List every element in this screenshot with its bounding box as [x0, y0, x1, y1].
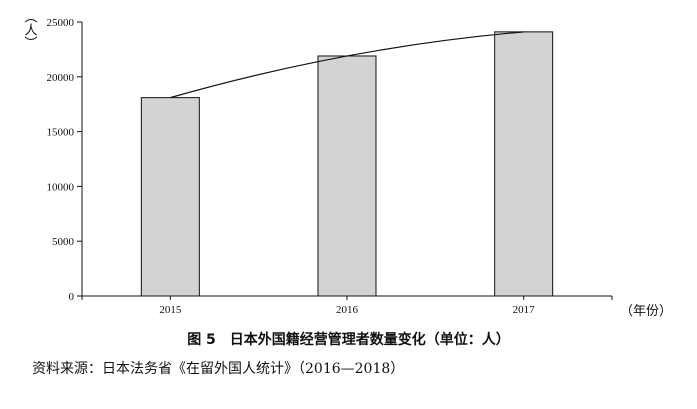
y-axis-unit-label: （人） [21, 10, 37, 52]
trend-line [170, 31, 524, 99]
y-tick-label: 20000 [47, 72, 75, 84]
bar-2016 [317, 55, 377, 297]
x-tick-label: 2015 [159, 304, 182, 316]
y-tick-label: 5000 [52, 236, 75, 248]
bar-2015 [140, 97, 200, 297]
y-tick-label: 15000 [47, 127, 75, 139]
x-tick-label: 2016 [336, 304, 359, 316]
y-tick-label: 0 [69, 291, 75, 303]
figure-caption: 图 5 日本外国籍经营管理者数量变化（单位：人） [187, 332, 510, 348]
x-axis-unit-label: （年份） [620, 304, 673, 319]
bar-2017 [494, 31, 554, 297]
chart-ticks: 0 5000 10000 15000 20000 25000 2015 2016 2017 [47, 17, 613, 316]
y-axis-unit-text: （人） [21, 10, 37, 49]
x-tick-label: 2017 [513, 304, 536, 316]
source-note: 资料来源：日本法务省《在留外国人统计》（2016—2018） [32, 361, 405, 377]
y-tick-label: 25000 [47, 17, 75, 29]
chart-bars [140, 31, 554, 297]
y-tick-label: 10000 [47, 181, 75, 193]
